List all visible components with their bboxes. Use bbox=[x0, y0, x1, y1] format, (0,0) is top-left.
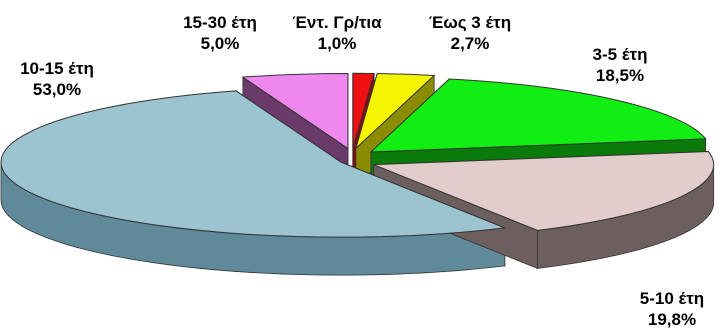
slice-label-entos-grtia-value: 1,0% bbox=[317, 34, 357, 53]
label-5-10: 5-10 έτη 19,8% bbox=[622, 288, 722, 330]
slice-label-10-15-value: 53,0% bbox=[32, 80, 82, 99]
slice-label-3-5-name: 3-5 έτη bbox=[592, 45, 648, 64]
slice-15-30 bbox=[241, 72, 349, 150]
slice-label-5-10-value: 19,8% bbox=[647, 310, 697, 329]
pie-tops bbox=[0, 72, 715, 238]
slice-label-10-15-name: 10-15 έτη bbox=[20, 59, 94, 78]
slice-5-10 bbox=[373, 151, 715, 231]
slice-label-5-10-name: 5-10 έτη bbox=[639, 289, 705, 308]
slice-eos-3 bbox=[354, 73, 436, 151]
label-10-15: 10-15 έτη 53,0% bbox=[2, 58, 112, 100]
slice-label-eos-3-name: Έως 3 έτη bbox=[428, 13, 512, 32]
slice-label-eos-3-value: 2,7% bbox=[450, 34, 490, 53]
slice-label-entos-grtia-name: Έντ. Γρ/τια bbox=[292, 13, 382, 32]
label-15-30: 15-30 έτη 5,0% bbox=[160, 12, 280, 54]
slice-label-15-30-value: 5,0% bbox=[200, 34, 240, 53]
slice-entos-grtia bbox=[352, 72, 375, 149]
slice-3-5 bbox=[369, 78, 707, 153]
label-entos-grtia: Έντ. Γρ/τια 1,0% bbox=[262, 12, 412, 54]
slice-label-15-30-name: 15-30 έτη bbox=[183, 13, 257, 32]
slice-10-15 bbox=[0, 90, 505, 238]
slice-label-3-5-value: 18,5% bbox=[595, 66, 645, 85]
label-3-5: 3-5 έτη 18,5% bbox=[565, 44, 675, 86]
label-eos-3: Έως 3 έτη 2,7% bbox=[405, 12, 535, 54]
